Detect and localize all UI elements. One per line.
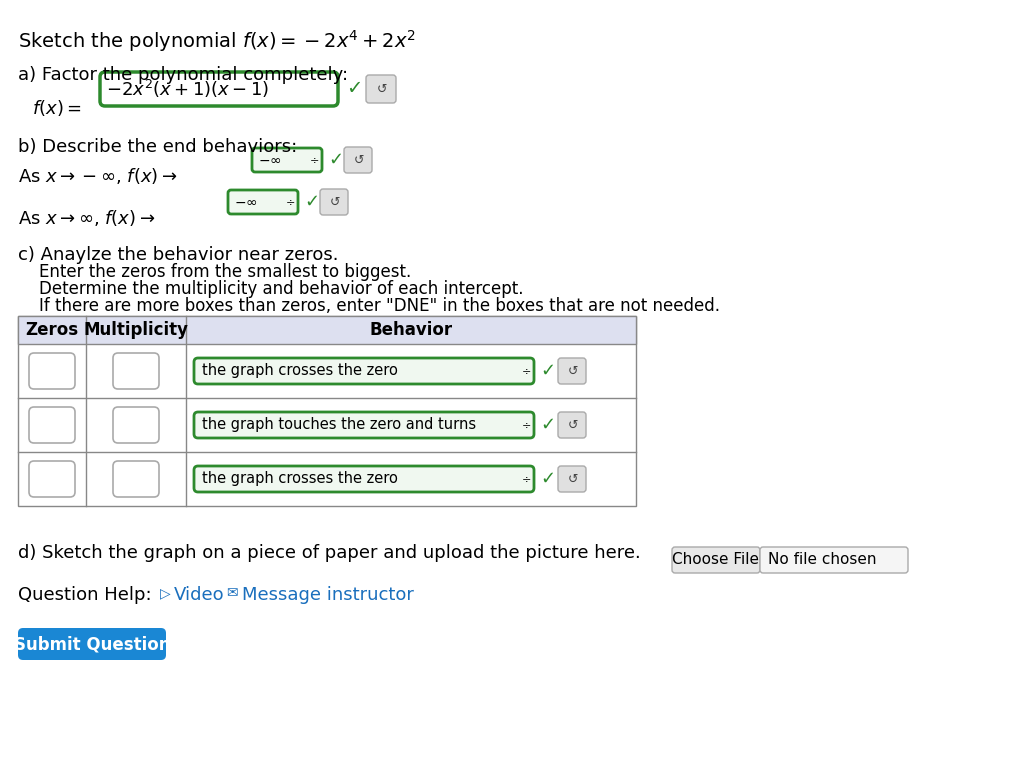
Text: ✓: ✓: [540, 470, 555, 488]
Bar: [18, 316, 636, 506]
FancyBboxPatch shape: [100, 72, 338, 106]
Text: $\div$: $\div$: [521, 420, 531, 430]
Text: $-\infty$: $-\infty$: [258, 153, 282, 167]
Text: a) Factor the polynomial completely:: a) Factor the polynomial completely:: [18, 66, 348, 84]
Text: Question Help:: Question Help:: [18, 586, 152, 604]
Text: $\circlearrowleft$: $\circlearrowleft$: [374, 83, 388, 96]
FancyBboxPatch shape: [760, 547, 908, 573]
Text: Multiplicity: Multiplicity: [84, 321, 188, 339]
Text: ✉: ✉: [226, 586, 238, 600]
Text: ✓: ✓: [304, 193, 319, 211]
Text: $\div$: $\div$: [309, 155, 319, 165]
Text: the graph crosses the zero: the graph crosses the zero: [202, 364, 398, 378]
Text: No file chosen: No file chosen: [768, 552, 877, 568]
Text: ✓: ✓: [328, 151, 343, 169]
Text: $\circlearrowleft$: $\circlearrowleft$: [351, 153, 365, 166]
FancyBboxPatch shape: [194, 412, 534, 438]
FancyBboxPatch shape: [319, 189, 348, 215]
Text: ▷: ▷: [160, 586, 171, 600]
Text: $\circlearrowleft$: $\circlearrowleft$: [565, 365, 579, 378]
FancyBboxPatch shape: [558, 466, 586, 492]
FancyBboxPatch shape: [558, 358, 586, 384]
FancyBboxPatch shape: [194, 466, 534, 492]
FancyBboxPatch shape: [113, 407, 159, 443]
Text: $\circlearrowleft$: $\circlearrowleft$: [327, 195, 341, 208]
Text: Behavior: Behavior: [370, 321, 453, 339]
Text: Submit Question: Submit Question: [13, 635, 170, 653]
Text: ✓: ✓: [540, 362, 555, 380]
FancyBboxPatch shape: [558, 412, 586, 438]
FancyBboxPatch shape: [672, 547, 760, 573]
Text: Determine the multiplicity and behavior of each intercept.: Determine the multiplicity and behavior …: [18, 280, 523, 298]
Text: the graph touches the zero and turns: the graph touches the zero and turns: [202, 417, 476, 433]
Text: $-\infty$: $-\infty$: [234, 195, 258, 209]
Text: $\div$: $\div$: [521, 366, 531, 376]
Text: $\div$: $\div$: [285, 197, 295, 207]
Text: Sketch the polynomial $f(x) = -2x^4 + 2x^2$: Sketch the polynomial $f(x) = -2x^4 + 2x…: [18, 28, 416, 54]
FancyBboxPatch shape: [29, 407, 75, 443]
Text: $\div$: $\div$: [521, 474, 531, 484]
Text: As $x \rightarrow \infty$, $f(x) \rightarrow$: As $x \rightarrow \infty$, $f(x) \righta…: [18, 208, 156, 228]
Text: $-2x^2(x+1)(x-1)$: $-2x^2(x+1)(x-1)$: [106, 78, 269, 100]
FancyBboxPatch shape: [344, 147, 372, 173]
Text: b) Describe the end behaviors:: b) Describe the end behaviors:: [18, 138, 297, 156]
Text: Message instructor: Message instructor: [242, 586, 414, 604]
FancyBboxPatch shape: [29, 353, 75, 389]
FancyBboxPatch shape: [29, 461, 75, 497]
Text: If there are more boxes than zeros, enter "DNE" in the boxes that are not needed: If there are more boxes than zeros, ente…: [18, 297, 720, 315]
Text: ✓: ✓: [540, 416, 555, 434]
Text: As $x \rightarrow -\infty$, $f(x) \rightarrow$: As $x \rightarrow -\infty$, $f(x) \right…: [18, 166, 177, 186]
Text: Choose File: Choose File: [673, 552, 760, 568]
FancyBboxPatch shape: [113, 461, 159, 497]
FancyBboxPatch shape: [18, 628, 166, 660]
Text: Video: Video: [174, 586, 224, 604]
Text: Enter the zeros from the smallest to biggest.: Enter the zeros from the smallest to big…: [18, 263, 412, 281]
FancyBboxPatch shape: [366, 75, 396, 103]
Text: d) Sketch the graph on a piece of paper and upload the picture here.: d) Sketch the graph on a piece of paper …: [18, 544, 641, 562]
Text: the graph crosses the zero: the graph crosses the zero: [202, 472, 398, 486]
Text: $\circlearrowleft$: $\circlearrowleft$: [565, 473, 579, 486]
FancyBboxPatch shape: [252, 148, 322, 172]
FancyBboxPatch shape: [113, 353, 159, 389]
Text: Zeros: Zeros: [26, 321, 79, 339]
FancyBboxPatch shape: [194, 358, 534, 384]
Text: $\circlearrowleft$: $\circlearrowleft$: [565, 418, 579, 431]
Text: c) Anaylze the behavior near zeros.: c) Anaylze the behavior near zeros.: [18, 246, 339, 264]
FancyBboxPatch shape: [228, 190, 298, 214]
Text: $f(x) =$: $f(x) =$: [32, 98, 82, 118]
Text: ✓: ✓: [346, 80, 362, 99]
Bar: [18, 316, 636, 344]
